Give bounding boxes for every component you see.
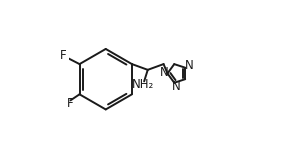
Text: F: F	[60, 49, 67, 62]
Text: N: N	[160, 66, 169, 79]
Text: NH₂: NH₂	[132, 78, 154, 91]
Text: N: N	[172, 80, 181, 93]
Text: N: N	[184, 59, 193, 72]
Text: F: F	[67, 97, 74, 110]
